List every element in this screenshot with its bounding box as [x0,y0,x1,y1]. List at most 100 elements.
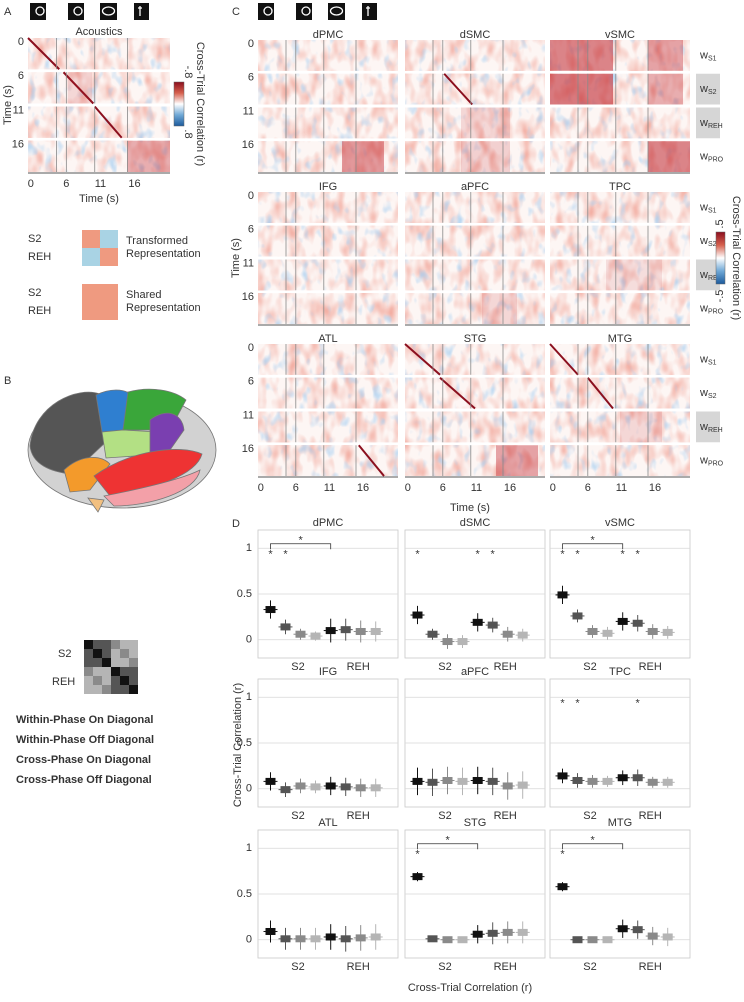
row-label-highlight [696,73,720,105]
colorbar-tick: -.5 [714,290,726,303]
heatmap-texture [258,445,398,476]
heatmap-block [461,107,510,139]
significance-star: * [415,549,420,561]
row-label: wS1 [699,49,717,62]
matrix-cell [84,676,93,685]
y-tick-label: 1 [246,542,252,554]
y-tick-label: 0 [246,934,252,946]
x-tick-label: S2 [583,961,596,973]
row-label-base: w [699,421,708,433]
row-label-base: w [699,49,708,61]
x-tick-label: 0 [28,178,34,190]
row-label-base: w [699,269,708,281]
y-tick-label: 0 [246,634,252,646]
heatmap-diagonal [439,376,476,410]
significance-star: * [560,549,565,561]
x-tick-label: REH [494,661,517,673]
row-label-highlight [696,411,720,443]
heatmap-diagonal [404,343,441,376]
heatmap-texture [405,141,545,172]
chart-title: ATL [318,817,337,829]
significance-bracket [562,843,624,850]
y-tick-label: 0.5 [237,588,252,600]
row-label: wREH [699,117,723,130]
heatmap-texture [550,259,690,291]
row-label-sub: S1 [708,359,717,366]
heatmap-texture [405,445,545,476]
y-tick-label: 0 [248,342,254,354]
matrix-cell [111,676,120,685]
legend-entry: Cross-Phase Off Diagonal [16,774,152,786]
x-tick-label: REH [639,661,662,673]
chart-title: IFG [319,666,337,678]
heatmap-texture [405,73,545,105]
matrix-cell [120,640,129,649]
heatmap-texture [258,411,398,443]
matrix-cell [102,640,111,649]
matrix-cell [129,649,138,658]
significance-star: * [476,549,481,561]
matrix-cell [93,658,102,667]
schematic-cell [82,284,100,302]
legend-entry: Cross-Phase On Diagonal [16,754,151,766]
y-tick-label: 16 [242,291,254,303]
colorbar-label: Cross-Trial Correlation (r) [194,42,206,166]
row-label: wPRO [699,151,724,164]
chart-title: STG [464,817,487,829]
x-tick-label: S2 [583,810,596,822]
matrix-cell [102,658,111,667]
schematic-cell [82,302,100,320]
matrix-cell [129,685,138,694]
heatmap-texture [550,192,690,223]
row-label-sub: PRO [708,460,724,467]
schematic-label: Representation [126,302,201,314]
heatmap-texture [405,192,545,223]
heatmap-diagonal [549,343,579,376]
y-tick-label: 1 [246,691,252,703]
colorbar [173,81,185,127]
significance-star: * [590,535,595,547]
x-tick-label: 6 [440,482,446,494]
heatmap-texture [258,293,398,324]
x-tick-label: S2 [291,810,304,822]
heatmap-texture [405,377,545,409]
brain-render [27,388,217,513]
matrix-cell [93,676,102,685]
x-tick-label: S2 [291,661,304,673]
schematic-row-label: S2 [28,287,41,299]
schematic-row-label: S2 [28,233,41,245]
heatmap-texture [258,141,398,172]
matrix-cell [111,649,120,658]
heatmap-texture [550,445,690,476]
heatmap-block [67,72,92,104]
matrix-row-label: REH [52,676,75,688]
y-tick-label: 0 [248,190,254,202]
y-axis-label: Time (s) [2,85,14,125]
significance-star: * [298,535,303,547]
heatmap-texture [28,38,170,70]
matrix-cell [111,658,120,667]
significance-star: * [491,549,496,561]
row-label-base: w [699,235,708,247]
region-title: vSMC [605,29,635,41]
matrix-cell [102,676,111,685]
heatmap-block [482,293,517,324]
row-label-base: w [699,353,708,365]
heatmap-texture [28,140,170,172]
row-label: wREH [699,421,723,434]
chart-title: aPFC [461,666,489,678]
x-tick-label: 0 [405,482,411,494]
x-tick-label: REH [347,810,370,822]
matrix-cell [84,658,93,667]
row-label-sub: S2 [708,89,717,96]
heatmap-texture [405,293,545,324]
significance-bracket [562,543,624,550]
matrix-cell [93,640,102,649]
matrix-cell [84,649,93,658]
row-label: wS2 [699,83,717,96]
heatmap-texture [258,259,398,291]
x-tick-label: 6 [63,178,69,190]
matrix-cell [93,649,102,658]
heatmap-block [606,259,662,291]
significance-bracket [417,843,479,850]
